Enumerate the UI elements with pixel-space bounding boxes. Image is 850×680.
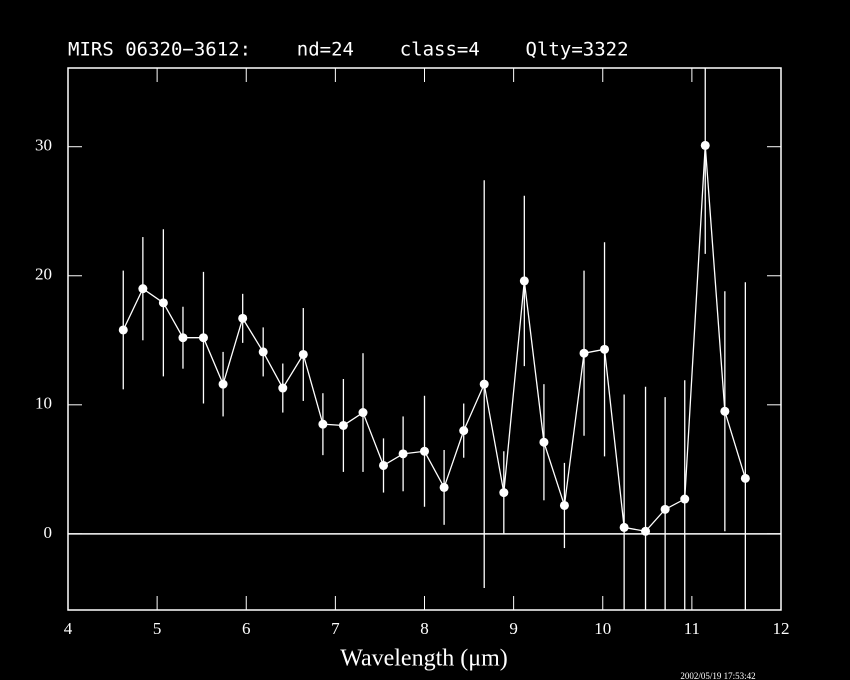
data-point — [539, 437, 549, 447]
data-point — [238, 313, 248, 323]
x-tick-label: 11 — [684, 619, 700, 638]
data-point — [420, 446, 429, 456]
data-point — [680, 494, 690, 504]
y-tick-label: 30 — [35, 136, 52, 155]
data-point — [579, 348, 589, 358]
x-tick-label: 10 — [594, 619, 611, 638]
data-point — [198, 333, 208, 343]
x-tick-label: 6 — [242, 619, 251, 638]
data-point — [519, 276, 529, 286]
x-tick-label: 7 — [331, 619, 340, 638]
data-point — [720, 406, 730, 416]
data-point — [499, 488, 509, 498]
data-point — [641, 526, 651, 536]
data-point — [298, 349, 308, 359]
data-point — [700, 140, 710, 150]
data-point — [158, 298, 168, 308]
data-point — [600, 344, 610, 354]
data-point — [338, 420, 348, 430]
y-tick-label: 10 — [35, 394, 52, 413]
x-axis-label: Wavelength (μm) — [340, 646, 508, 672]
data-point — [660, 504, 670, 514]
chart-title: MIRS 06320−3612: nd=24 class=4 Qlty=3322 — [68, 39, 629, 61]
x-tick-label: 8 — [420, 619, 429, 638]
data-point — [740, 473, 750, 483]
x-tick-label: 12 — [773, 619, 790, 638]
x-tick-label: 9 — [509, 619, 518, 638]
x-tick-label: 5 — [153, 619, 162, 638]
plot-area — [118, 68, 750, 610]
timestamp: 2002/05/19 17:53:42 — [680, 671, 755, 680]
data-point — [258, 347, 268, 357]
y-tick-label: 20 — [35, 265, 52, 284]
data-point — [559, 500, 569, 510]
data-point — [118, 325, 128, 335]
data-point — [278, 383, 288, 393]
plot-frame — [67, 67, 782, 611]
data-point — [379, 460, 389, 470]
data-point — [218, 379, 228, 389]
data-point — [178, 333, 188, 343]
x-tick-label: 4 — [64, 619, 73, 638]
data-point — [318, 419, 328, 429]
data-point — [619, 522, 629, 532]
data-point — [459, 426, 469, 436]
y-tick-label: 0 — [44, 523, 53, 542]
data-line — [122, 145, 746, 532]
data-point — [398, 449, 408, 459]
data-point — [138, 284, 148, 294]
data-point — [479, 379, 489, 389]
data-point — [358, 408, 368, 418]
data-point — [439, 482, 449, 492]
